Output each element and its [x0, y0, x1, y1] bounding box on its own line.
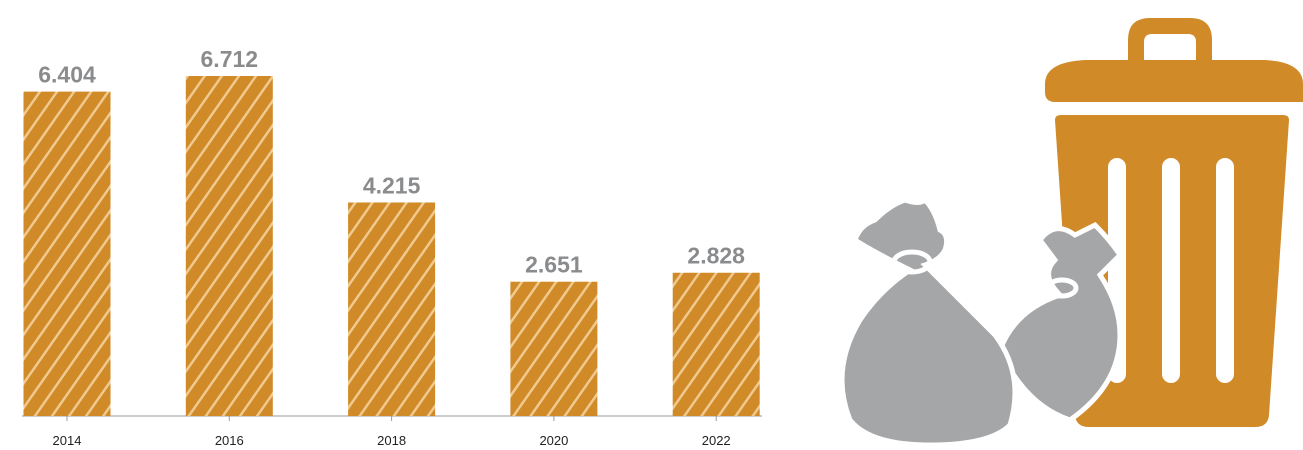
- x-tick-label: 2018: [377, 433, 406, 448]
- garbage-bags-icon: [839, 196, 1124, 448]
- value-label: 4.215: [363, 172, 421, 198]
- bar: [672, 272, 760, 416]
- value-label: 2.651: [525, 252, 583, 278]
- bar: [510, 281, 598, 416]
- value-label: 6.404: [38, 62, 96, 88]
- value-label: 6.712: [201, 46, 259, 72]
- bar: [23, 91, 111, 417]
- value-label: 2.828: [687, 243, 745, 269]
- bar: [185, 76, 273, 416]
- x-tick-label: 2014: [53, 433, 82, 448]
- x-tick-label: 2016: [215, 433, 244, 448]
- x-tick-label: 2020: [539, 433, 568, 448]
- x-tick-label: 2022: [702, 433, 731, 448]
- bar: [348, 202, 436, 416]
